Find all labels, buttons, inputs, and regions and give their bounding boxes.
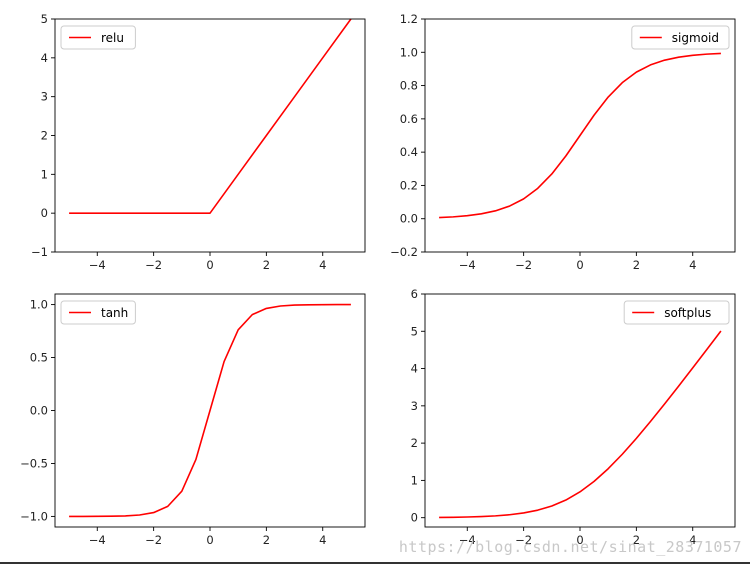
legend-box [631, 25, 730, 50]
x-tick-label: 0 [576, 533, 583, 547]
x-tick-label: 0 [576, 258, 583, 272]
watermark: https://blog.csdn.net/sinat_28371057 [398, 538, 742, 556]
x-tick-label: 2 [633, 258, 640, 272]
y-tick-label: 1.0 [30, 298, 48, 312]
y-tick-label: 0 [411, 511, 418, 525]
y-tick-label: −1.0 [20, 509, 48, 523]
y-tick-label: 1 [41, 167, 48, 181]
bottom-rule [0, 562, 750, 564]
y-tick-label: 3 [41, 90, 48, 104]
y-tick-label: 2 [41, 129, 48, 143]
y-tick-label: 5 [411, 324, 418, 338]
y-tick-label: −0.5 [20, 456, 48, 470]
y-tick-label: 0.0 [400, 212, 418, 226]
x-tick-label: −4 [459, 258, 476, 272]
series-line-softplus [439, 330, 722, 519]
y-tick-label: 0.2 [400, 178, 418, 192]
legend: relu [60, 25, 136, 50]
legend-box [60, 25, 136, 50]
y-tick-label: 1.2 [400, 12, 418, 26]
legend: tanh [60, 300, 136, 325]
y-tick-label: 5 [41, 12, 48, 26]
x-tick-label: 4 [689, 533, 696, 547]
x-tick-label: 0 [206, 533, 213, 547]
x-tick-label: 4 [689, 258, 696, 272]
x-tick-label: −2 [515, 258, 532, 272]
y-tick-label: 1.0 [400, 45, 418, 59]
x-tick-label: −4 [89, 258, 106, 272]
y-tick-label: 0.5 [30, 351, 48, 365]
y-tick-label: 0 [41, 206, 48, 220]
legend-box [60, 300, 136, 325]
x-tick-label: 0 [206, 258, 213, 272]
series-line-relu [69, 18, 352, 214]
subplot-tanh: −4 −2 0 2 4 −1.0 −0.5 0.0 0.5 1.0 tanh [20, 293, 366, 547]
x-tick-label: −4 [459, 533, 476, 547]
subplot-softplus: −4 −2 0 2 4 0 1 2 3 4 5 6 softplus [411, 287, 736, 547]
subplot-relu: −4 −2 0 2 4 −1 0 1 2 3 4 5 relu [31, 12, 366, 272]
subplot-sigmoid: −4 −2 0 2 4 −0.2 0.0 0.2 0.4 0.6 0.8 1.0 1.2 sigmoid [390, 12, 736, 272]
x-tick-label: 4 [319, 533, 326, 547]
x-tick-label: 2 [263, 258, 270, 272]
y-tick-label: −0.2 [390, 245, 418, 259]
y-tick-label: 1 [411, 473, 418, 487]
y-tick-label: 0.0 [30, 404, 48, 418]
y-tick-label: 4 [411, 362, 418, 376]
series-line-tanh [69, 303, 351, 518]
x-tick-label: 2 [263, 533, 270, 547]
y-tick-label: 0.6 [400, 112, 418, 126]
x-tick-label: −2 [145, 533, 162, 547]
legend-label: sigmoid [672, 31, 719, 45]
x-tick-label: −2 [145, 258, 162, 272]
series-line-sigmoid [439, 52, 721, 219]
legend-label: relu [101, 31, 124, 45]
y-tick-label: −1 [31, 245, 48, 259]
x-tick-label: −2 [515, 533, 532, 547]
y-tick-label: 0.8 [400, 79, 418, 93]
legend-label: softplus [664, 306, 711, 320]
y-tick-label: 0.4 [400, 145, 418, 159]
legend: sigmoid [631, 25, 730, 50]
legend-label: tanh [101, 306, 128, 320]
y-tick-label: 2 [411, 436, 418, 450]
x-tick-label: −4 [89, 533, 106, 547]
y-tick-label: 3 [411, 399, 418, 413]
legend: softplus [623, 300, 730, 325]
legend-box [623, 300, 730, 325]
x-tick-label: 4 [319, 258, 326, 272]
x-tick-label: 2 [633, 533, 640, 547]
y-tick-label: 6 [411, 287, 418, 301]
y-tick-label: 4 [41, 51, 48, 65]
axes-frame [54, 18, 366, 253]
